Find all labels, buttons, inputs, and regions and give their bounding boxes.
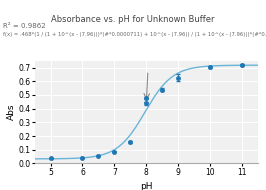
Y-axis label: Abs: Abs: [6, 104, 15, 120]
Text: R² = 0.9862: R² = 0.9862: [3, 23, 45, 29]
Text: Absorbance vs. pH for Unknown Buffer: Absorbance vs. pH for Unknown Buffer: [51, 15, 215, 24]
Text: f(x) = .468*(1 / (1 + 10^(x - (7.96)))*(#*0.0000711) + 10^(x - (7.96)) / (1 + 10: f(x) = .468*(1 / (1 + 10^(x - (7.96)))*(…: [3, 32, 266, 37]
X-axis label: pH: pH: [140, 182, 152, 190]
